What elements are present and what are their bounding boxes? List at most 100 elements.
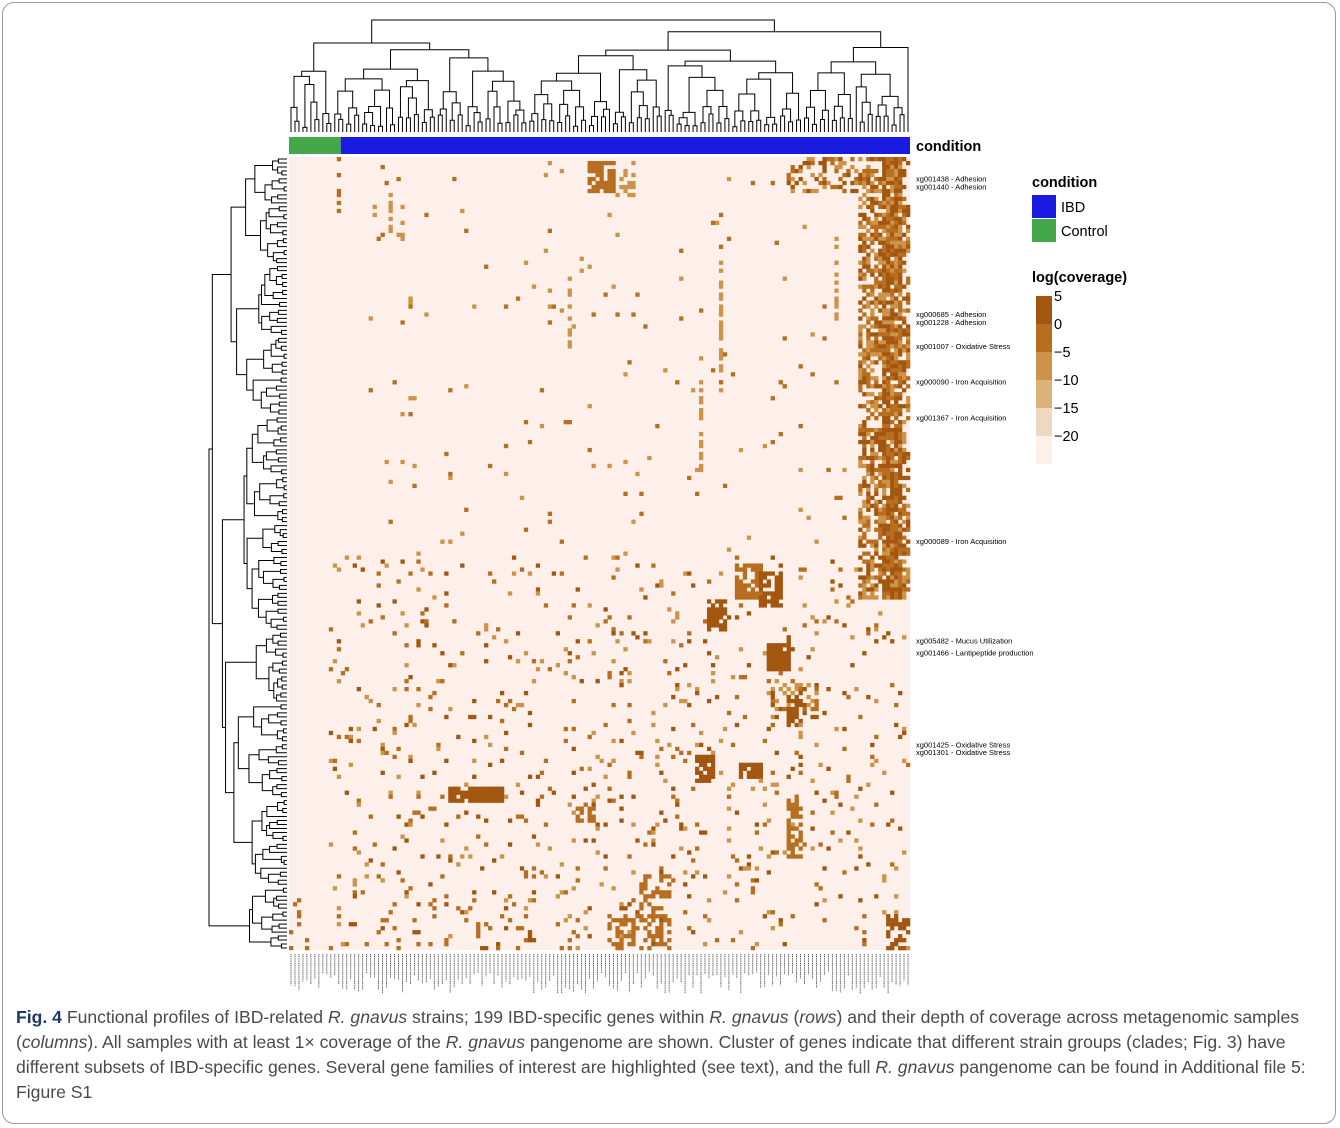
heatmap-cell — [862, 264, 867, 269]
heatmap-cell — [408, 571, 413, 576]
heatmap-cell — [902, 376, 907, 381]
dendrogram-branch — [837, 94, 851, 119]
dendrogram-branch — [280, 720, 287, 726]
heatmap-cell — [488, 742, 493, 748]
heatmap-cell — [890, 427, 895, 433]
heatmap-cell — [492, 579, 497, 584]
heatmap-cell — [898, 926, 903, 931]
dendrogram-branch — [485, 118, 491, 132]
heatmap-cell — [770, 770, 775, 775]
heatmap-cell — [388, 479, 393, 485]
heatmap-cell — [404, 890, 409, 895]
dendrogram-branch — [283, 250, 287, 256]
heatmap-cell — [631, 918, 636, 923]
heatmap-cell — [858, 898, 863, 903]
heatmap-cell — [890, 352, 895, 357]
heatmap-cell — [472, 790, 477, 795]
heatmap-cell — [902, 730, 907, 736]
heatmap-cell — [567, 344, 572, 349]
heatmap-cell — [894, 180, 899, 186]
heatmap-cell — [866, 471, 871, 477]
heatmap-cell — [858, 854, 863, 859]
heatmap-cell — [448, 786, 453, 791]
dendrogram-branch — [577, 55, 634, 74]
heatmap-cell — [567, 938, 572, 943]
heatmap-cell — [890, 563, 895, 568]
heatmap-cell — [790, 814, 795, 819]
heatmap-cell — [571, 698, 576, 704]
heatmap-cell — [380, 232, 385, 237]
heatmap-cell — [328, 758, 334, 763]
heatmap-cell — [822, 866, 827, 871]
heatmap-cell — [408, 412, 413, 417]
heatmap-cell — [834, 168, 839, 174]
heatmap-cell — [894, 208, 899, 214]
heatmap-cell — [898, 280, 903, 285]
heatmap-cell — [886, 914, 891, 919]
heatmap-cell — [790, 806, 795, 811]
heatmap-cell — [738, 770, 744, 775]
heatmap-cell — [587, 160, 592, 166]
heatmap-cell — [794, 814, 799, 819]
heatmap-cell — [874, 431, 879, 437]
heatmap-cell — [862, 192, 867, 198]
heatmap-cell — [878, 455, 883, 461]
heatmap-cell — [874, 300, 879, 305]
heatmap-cell — [898, 184, 903, 190]
heatmap-cell — [675, 380, 680, 385]
heatmap-cell — [480, 794, 485, 799]
heatmap-cell — [639, 946, 644, 951]
heatmap-cell — [786, 834, 791, 839]
heatmap-cell — [858, 511, 863, 516]
heatmap-cell — [814, 702, 819, 708]
heatmap-cell — [886, 228, 891, 234]
heatmap-cell — [882, 312, 887, 317]
heatmap-cell — [798, 698, 803, 704]
heatmap-cell — [603, 160, 608, 166]
heatmap-cell — [806, 702, 811, 708]
dendrogram-branch — [348, 107, 358, 125]
heatmap-cell — [671, 694, 676, 700]
heatmap-cell — [659, 874, 664, 879]
heatmap-cell — [902, 758, 907, 763]
heatmap-cell — [906, 296, 911, 301]
dendrogram-branch — [302, 126, 308, 132]
heatmap-cell — [766, 870, 771, 875]
heatmap-cell — [444, 938, 449, 943]
heatmap-cell — [774, 575, 779, 580]
heatmap-cell — [894, 463, 899, 469]
heatmap-cell — [898, 176, 903, 182]
heatmap-cell — [882, 228, 887, 234]
heatmap-cell — [683, 870, 688, 875]
heatmap-cell — [468, 714, 473, 720]
heatmap-cell — [862, 519, 867, 524]
dendrogram-branch — [281, 170, 287, 176]
heatmap-background — [289, 157, 910, 950]
heatmap-cell — [858, 260, 863, 265]
dendrogram-branch — [386, 107, 393, 132]
heatmap-cell — [890, 240, 895, 245]
heatmap-cell — [906, 344, 911, 349]
heatmap-cell — [890, 435, 895, 441]
heatmap-cell — [667, 894, 672, 899]
dendrogram-branch — [724, 118, 730, 132]
heatmap-cell — [906, 208, 911, 214]
dendrogram-branch — [279, 529, 287, 537]
heatmap-cell — [898, 499, 903, 504]
heatmap-cell — [718, 348, 724, 353]
heatmap-cell — [874, 264, 879, 269]
heatmap-cell — [336, 774, 342, 779]
heatmap-cell — [886, 164, 891, 170]
heatmap-cell — [886, 539, 891, 544]
heatmap-cell — [738, 930, 744, 935]
heatmap-cell — [878, 212, 883, 218]
heatmap-cell — [404, 838, 409, 843]
heatmap-cell — [710, 766, 716, 771]
heatmap-cell — [882, 292, 887, 297]
heatmap-cell — [531, 898, 537, 903]
heatmap-cell — [878, 439, 883, 445]
heatmap-cell — [878, 435, 883, 441]
heatmap-cell — [890, 479, 895, 485]
heatmap-cell — [838, 567, 843, 572]
heatmap-cell — [786, 842, 791, 847]
